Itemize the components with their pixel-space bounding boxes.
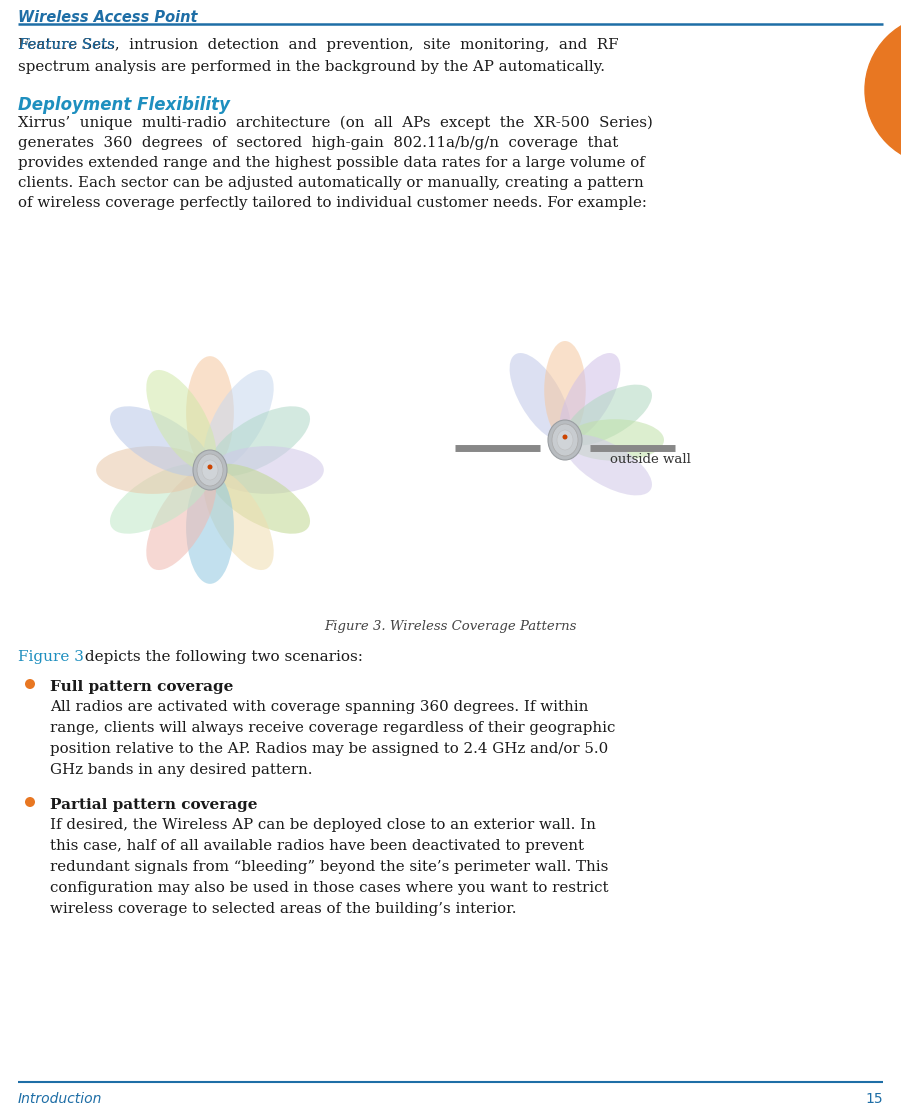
Ellipse shape (187, 471, 234, 584)
Ellipse shape (544, 341, 586, 438)
Text: wireless coverage to selected areas of the building’s interior.: wireless coverage to selected areas of t… (50, 902, 516, 916)
Text: provides extended range and the highest possible data rates for a large volume o: provides extended range and the highest … (18, 157, 645, 170)
Text: generates  360  degrees  of  sectored  high-gain  802.11a/b/g/n  coverage  that: generates 360 degrees of sectored high-g… (18, 137, 618, 150)
Text: All radios are activated with coverage spanning 360 degrees. If within: All radios are activated with coverage s… (50, 700, 588, 714)
Circle shape (25, 679, 35, 689)
Ellipse shape (565, 435, 652, 495)
Ellipse shape (210, 406, 310, 476)
Text: clients. Each sector can be adjusted automatically or manually, creating a patte: clients. Each sector can be adjusted aut… (18, 176, 643, 190)
Text: GHz bands in any desired pattern.: GHz bands in any desired pattern. (50, 763, 313, 777)
Ellipse shape (210, 464, 310, 534)
Ellipse shape (110, 406, 211, 476)
Text: range, clients will always receive coverage regardless of their geographic: range, clients will always receive cover… (50, 722, 615, 735)
Text: this case, half of all available radios have been deactivated to prevent: this case, half of all available radios … (50, 839, 584, 852)
Ellipse shape (110, 464, 211, 534)
Text: 15: 15 (865, 1092, 883, 1106)
Ellipse shape (552, 424, 578, 456)
Text: Wireless Access Point: Wireless Access Point (18, 10, 197, 26)
Text: Figure 3: Figure 3 (18, 650, 84, 664)
Ellipse shape (187, 356, 234, 468)
Text: redundant signals from “bleeding” beyond the site’s perimeter wall. This: redundant signals from “bleeding” beyond… (50, 860, 608, 874)
Text: Partial pattern coverage: Partial pattern coverage (50, 798, 258, 813)
Ellipse shape (557, 430, 573, 450)
Ellipse shape (146, 370, 216, 471)
Text: depicts the following two scenarios:: depicts the following two scenarios: (80, 650, 363, 664)
Ellipse shape (560, 353, 621, 441)
Circle shape (25, 797, 35, 807)
Text: Feature Sets: Feature Sets (18, 38, 114, 52)
Ellipse shape (548, 420, 582, 460)
Ellipse shape (193, 450, 227, 490)
Ellipse shape (510, 353, 570, 441)
Text: Feature Sets,  intrusion  detection  and  prevention,  site  monitoring,  and  R: Feature Sets, intrusion detection and pr… (18, 38, 618, 52)
Ellipse shape (197, 454, 223, 486)
Ellipse shape (565, 384, 652, 445)
Circle shape (207, 464, 213, 470)
Circle shape (865, 16, 901, 165)
Text: spectrum analysis are performed in the background by the AP automatically.: spectrum analysis are performed in the b… (18, 60, 605, 74)
Ellipse shape (202, 460, 218, 480)
Ellipse shape (566, 420, 664, 461)
Text: Introduction: Introduction (18, 1092, 103, 1106)
Ellipse shape (96, 446, 209, 494)
Text: configuration may also be used in those cases where you want to restrict: configuration may also be used in those … (50, 881, 608, 895)
Ellipse shape (204, 470, 274, 571)
Ellipse shape (211, 446, 323, 494)
Text: If desired, the Wireless AP can be deployed close to an exterior wall. In: If desired, the Wireless AP can be deplo… (50, 818, 596, 832)
Text: position relative to the AP. Radios may be assigned to 2.4 GHz and/or 5.0: position relative to the AP. Radios may … (50, 741, 608, 756)
Ellipse shape (146, 470, 216, 571)
Circle shape (562, 434, 568, 440)
Text: Full pattern coverage: Full pattern coverage (50, 680, 233, 694)
Text: outside wall: outside wall (610, 453, 691, 466)
Text: Xirrus’  unique  multi-radio  architecture  (on  all  APs  except  the  XR-500  : Xirrus’ unique multi-radio architecture … (18, 117, 652, 130)
Text: of wireless coverage perfectly tailored to individual customer needs. For exampl: of wireless coverage perfectly tailored … (18, 196, 647, 210)
Ellipse shape (204, 370, 274, 471)
Text: Figure 3. Wireless Coverage Patterns: Figure 3. Wireless Coverage Patterns (323, 620, 576, 633)
Text: Deployment Flexibility: Deployment Flexibility (18, 95, 230, 114)
